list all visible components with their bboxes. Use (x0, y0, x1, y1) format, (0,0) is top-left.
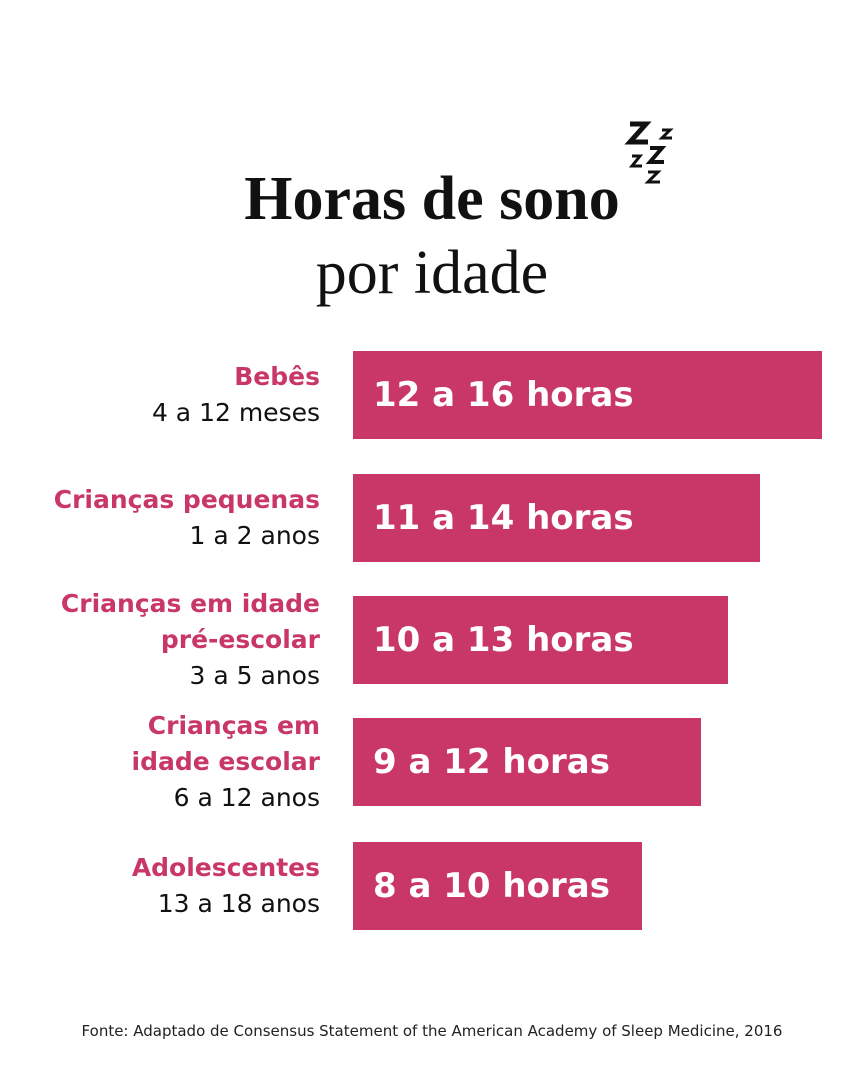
group-name: Adolescentes (131, 853, 320, 882)
row: Bebês 4 a 12 meses 12 a 16 horas (0, 351, 864, 439)
age-range: 13 a 18 anos (157, 889, 320, 918)
hours-bar: 8 a 10 horas (353, 842, 642, 930)
sleep-icon (624, 121, 674, 184)
hours-bar: 11 a 14 horas (353, 474, 760, 562)
row: Crianças pequenas 1 a 2 anos 11 a 14 horas (0, 474, 864, 562)
row-label: Crianças em idade escolar 6 a 12 anos (132, 708, 321, 816)
age-range: 3 a 5 anos (189, 661, 320, 690)
group-name: Bebês (234, 362, 320, 391)
age-range: 1 a 2 anos (189, 521, 320, 550)
group-name: Crianças em idade (60, 589, 320, 618)
group-name: Crianças pequenas (53, 485, 320, 514)
row-label: Crianças em idade pré-escolar 3 a 5 anos (61, 586, 320, 694)
hours-bar: 9 a 12 horas (353, 718, 701, 806)
age-range: 4 a 12 meses (151, 398, 320, 427)
subtitle: por idade (315, 239, 549, 307)
row: Crianças em idade escolar 6 a 12 anos 9 a 1… (0, 711, 864, 812)
age-range: 6 a 12 anos (173, 783, 320, 812)
row-label: Adolescentes 13 a 18 anos (132, 850, 320, 922)
group-name: idade escolar (131, 747, 321, 776)
hours-bar: 10 a 13 horas (353, 596, 728, 684)
hours-bar: 12 a 16 horas (353, 351, 822, 439)
row-label: Bebês 4 a 12 meses (152, 359, 320, 431)
row: Crianças em idade pré-escolar 3 a 5 anos 10… (0, 589, 864, 690)
source: Fonte: Adaptado de Consensus Statement o… (81, 1022, 783, 1040)
group-name: pré-escolar (160, 625, 320, 654)
row-label: Crianças pequenas 1 a 2 anos (54, 482, 320, 554)
row: Adolescentes 13 a 18 anos 8 a 10 horas (0, 842, 864, 930)
group-name: Crianças em (147, 711, 320, 740)
title: Horas de sono (244, 165, 620, 233)
